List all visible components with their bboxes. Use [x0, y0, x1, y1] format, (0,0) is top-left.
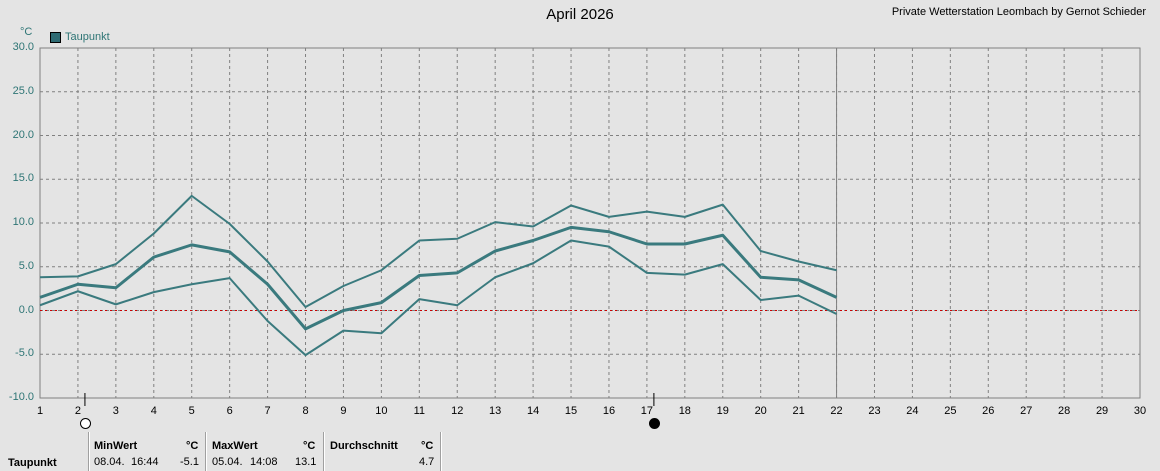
x-tick-label: 10	[375, 405, 388, 417]
stats-panel: Taupunkt MinWert °C 08.04. 16:44 -5.1 Ma…	[0, 430, 1160, 471]
x-tick-label: 21	[792, 405, 805, 417]
x-tick-label: 23	[868, 405, 881, 417]
stats-separator	[88, 432, 90, 471]
y-tick-label: 0.0	[18, 303, 34, 316]
y-tick-label: 15.0	[12, 172, 34, 185]
x-tick-label: 27	[1020, 405, 1033, 417]
y-tick-label: 5.0	[18, 259, 34, 272]
stats-row-label: Taupunkt	[8, 457, 57, 469]
station-credit: Private Wetterstation Leombach by Gernot…	[891, 6, 1146, 18]
x-tick-label: 22	[830, 405, 843, 417]
avg-unit: °C	[421, 440, 434, 452]
max-value: 13.1	[295, 456, 317, 468]
y-tick-label: -10.0	[8, 391, 34, 403]
stats-separator	[323, 432, 325, 471]
chart-title: April 2026	[546, 6, 614, 23]
x-tick-label: 30	[1133, 405, 1147, 417]
legend-swatch	[50, 31, 61, 43]
min-date: 08.04.	[94, 456, 125, 468]
max-header: MaxWert	[212, 440, 258, 452]
x-tick-label: 12	[451, 405, 464, 417]
series-line-max	[39, 194, 837, 308]
y-tick-label: 10.0	[12, 216, 34, 228]
min-header: MinWert	[94, 440, 138, 452]
avg-value: 4.7	[419, 456, 435, 468]
min-value: -5.1	[180, 456, 199, 468]
x-tick-label: 14	[526, 405, 540, 417]
x-tick-label: 5	[188, 405, 195, 417]
x-tick-label: 25	[944, 405, 957, 417]
x-tick-label: 28	[1058, 405, 1071, 417]
x-tick-label: 4	[150, 405, 157, 417]
max-unit: °C	[303, 440, 316, 452]
avg-header: Durchschnitt	[330, 440, 398, 452]
y-tick-label: 30.0	[12, 41, 34, 53]
x-tick-label: 17	[640, 405, 654, 417]
stats-separator	[205, 432, 207, 471]
x-tick-label: 19	[716, 405, 729, 417]
x-tick-label: 3	[112, 405, 119, 417]
x-tick-label: 20	[754, 405, 767, 417]
max-time: 14:08	[250, 456, 278, 468]
new-moon-icon	[648, 418, 660, 429]
y-tick-label: -5.0	[15, 347, 34, 360]
full-moon-icon	[79, 418, 91, 429]
y-tick-label: 20.0	[12, 128, 34, 141]
max-date: 05.04.	[212, 456, 243, 468]
x-tick-label: 15	[564, 405, 578, 417]
x-tick-label: 1	[36, 405, 44, 417]
x-tick-label: 6	[226, 405, 233, 417]
y-axis-unit: °C	[20, 26, 33, 38]
x-tick-label: 18	[678, 405, 691, 417]
x-tick-label: 16	[602, 405, 616, 417]
x-tick-label: 8	[302, 405, 309, 417]
min-unit: °C	[186, 440, 199, 452]
legend-label: Taupunkt	[65, 31, 110, 43]
x-tick-label: 11	[413, 405, 425, 417]
x-tick-label: 26	[982, 405, 995, 417]
x-tick-label: 24	[906, 405, 919, 417]
x-tick-label: 2	[74, 405, 81, 417]
stats-separator	[440, 432, 442, 471]
legend[interactable]: Taupunkt	[50, 31, 110, 43]
y-tick-label: 25.0	[12, 84, 34, 97]
x-tick-label: 29	[1095, 405, 1109, 417]
x-tick-label: 7	[264, 405, 271, 417]
series-line-avg	[39, 225, 838, 331]
chart	[39, 47, 1141, 406]
min-time: 16:44	[131, 456, 159, 468]
plot-area	[39, 47, 1141, 399]
x-tick-label: 9	[340, 405, 347, 417]
x-tick-label: 13	[489, 405, 502, 417]
series-line-min	[39, 239, 837, 357]
